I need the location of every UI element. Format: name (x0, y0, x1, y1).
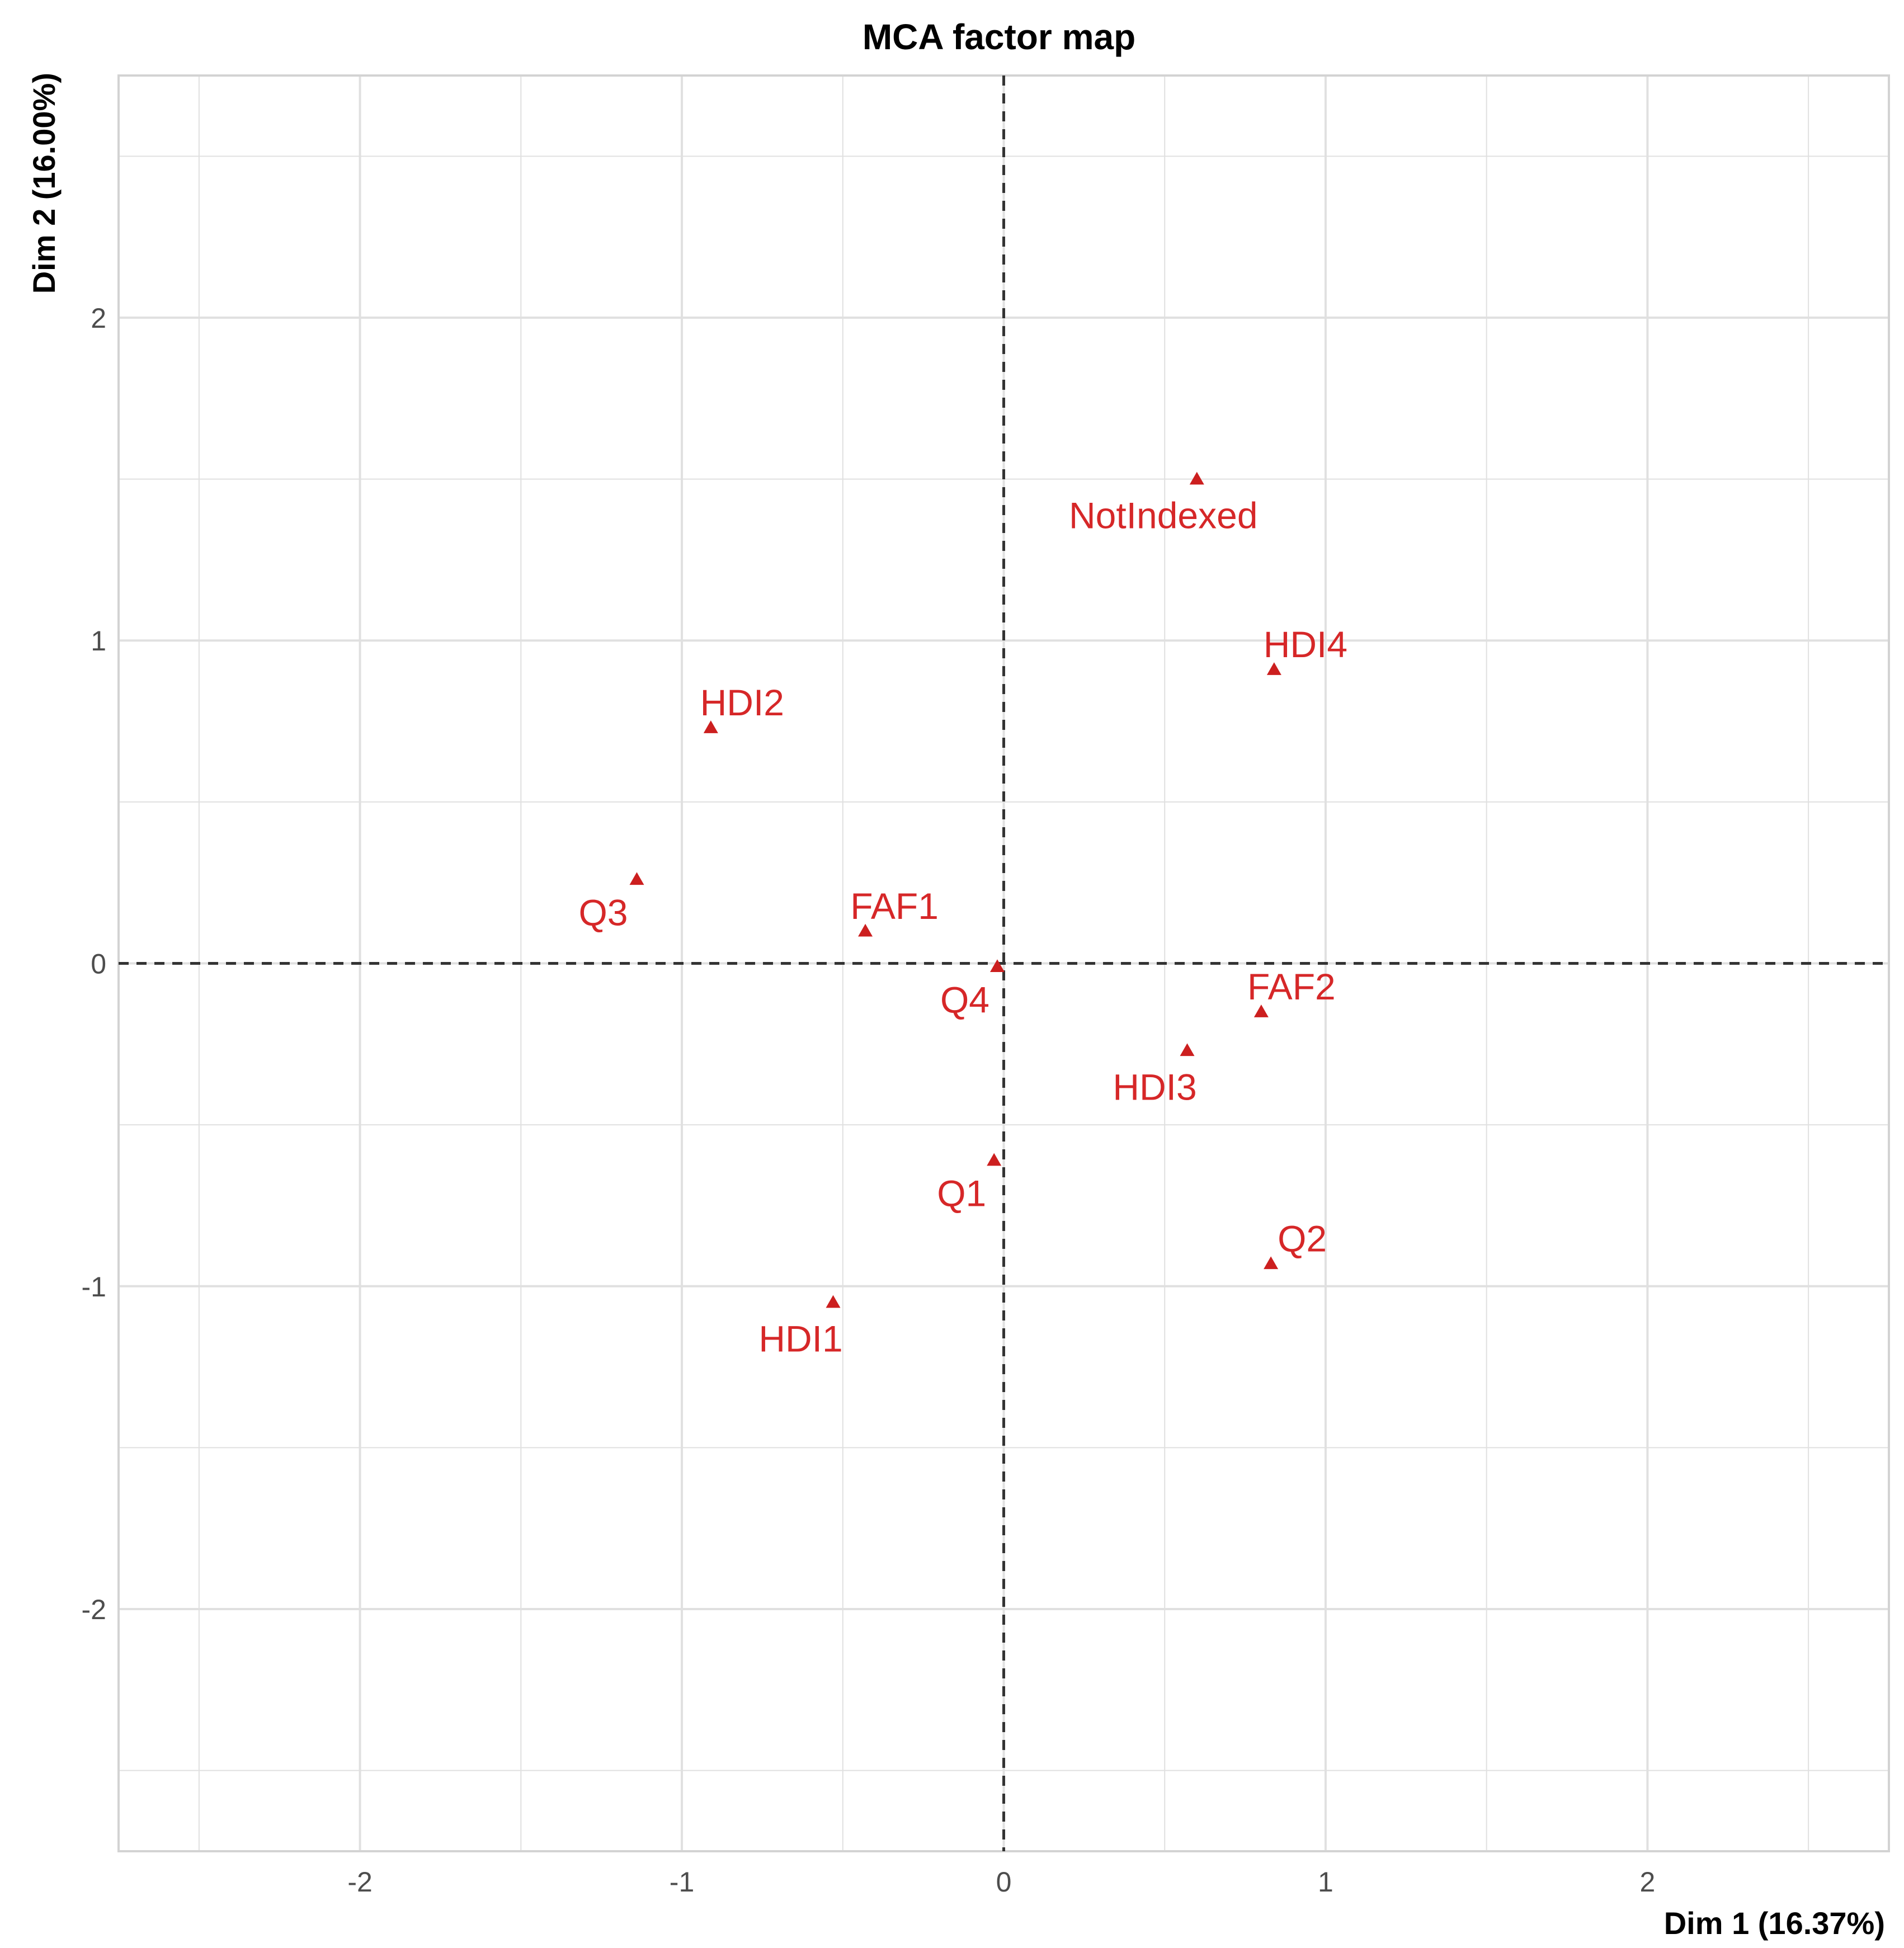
point-label-hdi3: HDI3 (1113, 1066, 1196, 1107)
triangle-marker (1253, 1004, 1269, 1017)
triangle-marker (1180, 1043, 1195, 1056)
x-tick-label: 1 (1318, 1866, 1333, 1898)
y-tick-label: -2 (82, 1594, 106, 1625)
chart-title: MCA factor map (863, 17, 1135, 57)
x-tick-label: -2 (347, 1866, 372, 1898)
point-markers (629, 471, 1281, 1308)
triangle-marker (987, 1153, 1002, 1166)
triangle-marker (989, 959, 1005, 973)
triangle-marker (703, 720, 718, 733)
y-axis-ticks: -2 -1 0 1 2 (82, 303, 106, 1625)
point-label-hdi2: HDI2 (700, 682, 784, 723)
y-tick-label: 2 (91, 303, 106, 334)
plot-panel: NotIndexed HDI4 HDI2 Q3 FAF1 Q4 FAF2 HDI3 Q1 Q2 HD… (117, 74, 1890, 1852)
triangle-marker (1189, 471, 1204, 485)
point-label-notindexed: NotIndexed (1069, 495, 1258, 536)
y-axis-title: Dim 2 (16.00%) (26, 73, 62, 294)
reference-lines (119, 76, 1889, 1851)
point-label-q3: Q3 (578, 892, 628, 933)
triangle-marker (629, 872, 644, 885)
triangle-marker (1264, 1256, 1279, 1270)
triangle-marker (858, 923, 873, 937)
point-label-q2: Q2 (1278, 1218, 1327, 1259)
x-axis-ticks: -2 -1 0 1 2 (347, 1866, 1655, 1898)
y-tick-label: 0 (91, 949, 106, 980)
x-tick-label: 0 (996, 1866, 1012, 1898)
x-tick-label: 2 (1640, 1866, 1656, 1898)
triangle-marker (1266, 662, 1281, 675)
point-label-q1: Q1 (937, 1173, 986, 1214)
point-label-q4: Q4 (940, 979, 989, 1020)
x-tick-label: -1 (670, 1866, 694, 1898)
point-label-hdi4: HDI4 (1264, 624, 1347, 665)
point-label-faf1: FAF1 (850, 885, 939, 927)
x-axis-title: Dim 1 (16.37%) (1664, 1905, 1885, 1941)
y-tick-label: -1 (82, 1271, 106, 1303)
point-label-hdi1: HDI1 (758, 1318, 842, 1360)
triangle-marker (826, 1295, 841, 1308)
y-tick-label: 1 (91, 625, 106, 657)
point-label-faf2: FAF2 (1247, 966, 1336, 1007)
point-labels: NotIndexed HDI4 HDI2 Q3 FAF1 Q4 FAF2 HDI3 Q1 Q2 HD… (578, 495, 1347, 1360)
